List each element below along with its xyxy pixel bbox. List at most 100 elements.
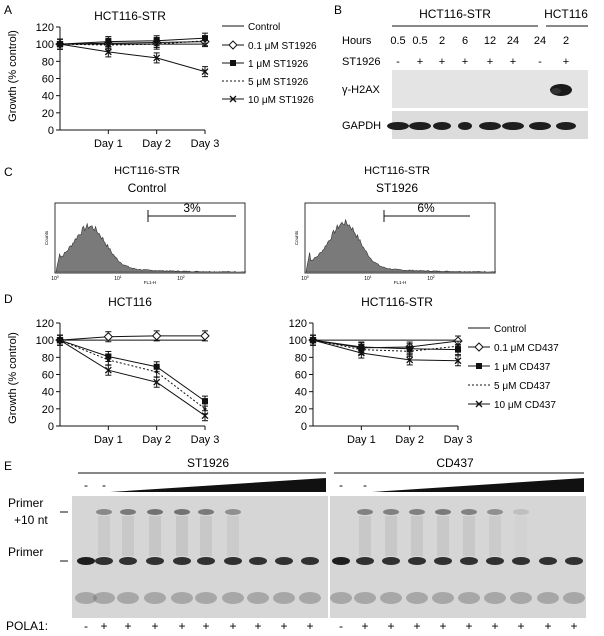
point-dot bbox=[155, 42, 159, 46]
gel-smear-cd-5 bbox=[463, 516, 475, 556]
gel-primer-band-st-6 bbox=[224, 557, 242, 565]
hist-xtick-right-1: 101 bbox=[364, 275, 372, 282]
panel-d-left-ticks: 0 20 40 60 80 100 120 Day 1 Day 2 Day 3 bbox=[36, 318, 220, 446]
gel-ext-band-st-6 bbox=[225, 509, 241, 515]
drug-lane-6: - bbox=[538, 56, 542, 68]
pola1-sign-5: + bbox=[202, 619, 209, 633]
panel-b-lane-labels: 0.5 0.5 2 6 12 24 24 2 - + + + + + - + bbox=[390, 35, 569, 68]
drug-lane-2: + bbox=[439, 56, 445, 68]
drug-lane-0: - bbox=[396, 56, 400, 68]
gel-primer-band-st-3 bbox=[146, 557, 164, 565]
point-dot bbox=[203, 39, 207, 43]
y-tick-label: 80 bbox=[42, 56, 54, 68]
y-tick-label: 80 bbox=[295, 352, 307, 364]
gel-bottom-band-cd-1 bbox=[354, 592, 376, 604]
pola1-sign-4: + bbox=[178, 619, 185, 633]
hours-lane-0: 0.5 bbox=[390, 35, 405, 47]
panel-e-minus-2a: - bbox=[339, 478, 343, 492]
panel-d-legend: Control 0.1 μM CD437 1 μM CD437 5 μM CD4… bbox=[468, 324, 559, 411]
gel-smear-cd-1 bbox=[359, 516, 371, 556]
gel-bottom-band-st-4 bbox=[171, 592, 193, 604]
primer-ext-label-1: Primer bbox=[8, 496, 43, 510]
gel-bottom-band-cd-5 bbox=[458, 592, 480, 604]
point-x bbox=[56, 40, 64, 48]
hours-lane-4: 12 bbox=[484, 35, 496, 47]
pola1-sign-14: + bbox=[439, 619, 446, 633]
gel-primer-band-st-1 bbox=[95, 557, 113, 565]
panel-d-right-title: HCT116-STR bbox=[361, 295, 433, 309]
gel-bottom-band-cd-2 bbox=[380, 592, 402, 604]
hours-lane-6: 24 bbox=[534, 35, 546, 47]
gel-bottom-band-cd-4 bbox=[432, 592, 454, 604]
hours-lane-1: 0.5 bbox=[412, 35, 427, 47]
gel-primer-band-cd-3 bbox=[408, 557, 426, 565]
y-tick-label: 20 bbox=[42, 404, 54, 416]
panel-a-title: HCT116-STR bbox=[94, 9, 166, 23]
gel-primer-band-cd-2 bbox=[382, 557, 400, 565]
legend-d-label-0: Control bbox=[494, 324, 526, 335]
gapdh-band-6 bbox=[529, 122, 551, 130]
gel-smear-cd-3 bbox=[411, 516, 423, 556]
point-diamond bbox=[103, 332, 114, 342]
hist-xlab-left: FL1-H bbox=[144, 280, 157, 285]
gel-smear-st-4 bbox=[176, 516, 188, 556]
gel-bottom-band-cd-3 bbox=[406, 592, 428, 604]
gel-primer-band-cd-4 bbox=[434, 557, 452, 565]
hist-xtick-left-1: 101 bbox=[114, 275, 122, 282]
point-dot bbox=[456, 344, 460, 348]
gapdh-band-4 bbox=[479, 122, 501, 130]
pola1-sign-16: + bbox=[491, 619, 498, 633]
pola1-sign-18: + bbox=[544, 619, 551, 633]
hist-xtick-left-2: 102 bbox=[177, 275, 185, 282]
panel-d-left-title: HCT116 bbox=[108, 295, 152, 309]
drug-lane-7: + bbox=[563, 56, 569, 68]
gapdh-band-3 bbox=[458, 122, 472, 130]
panel-e-minus-1a: - bbox=[84, 478, 88, 492]
gel-ext-band-st-3 bbox=[147, 509, 163, 515]
gel-bottom-band-st-7 bbox=[247, 592, 269, 604]
series-line-2 bbox=[59, 339, 206, 402]
gel-bottom-band-st-8 bbox=[273, 592, 295, 604]
drug-lane-3: + bbox=[462, 56, 468, 68]
panel-c-left-title2: Control bbox=[128, 181, 167, 195]
hist-ylab-right: Counts bbox=[294, 230, 299, 245]
pola1-sign-15: + bbox=[465, 619, 472, 633]
gel-ext-band-st-5 bbox=[198, 509, 214, 515]
y-tick-label: 0 bbox=[48, 125, 54, 137]
legend-d-marker-diamond bbox=[474, 342, 484, 352]
panel-e-minus-2b: - bbox=[363, 478, 367, 492]
panel-a-ylabel: Growth (% control) bbox=[7, 30, 19, 122]
gel-ext-band-cd-7 bbox=[513, 509, 529, 515]
gel-bottom-band-cd-6 bbox=[484, 592, 506, 604]
series-line-4 bbox=[59, 43, 206, 73]
panel-a-legend: Control 0.1 μM ST1926 1 μM ST1926 5 μM S… bbox=[222, 22, 317, 106]
gel-bottom-band-cd-0 bbox=[330, 592, 352, 604]
y-tick-label: 40 bbox=[42, 387, 54, 399]
hours-lane-2: 2 bbox=[439, 35, 445, 47]
x-tick-label: Day 1 bbox=[94, 138, 123, 150]
histogram-control: 3% Counts FL1-H 100 101 102 bbox=[44, 201, 247, 285]
pola1-label: POLA1: bbox=[6, 619, 48, 633]
y-tick-label: 120 bbox=[36, 318, 54, 330]
y-tick-label: 40 bbox=[42, 91, 54, 103]
gel-bottom-band-st-0 bbox=[75, 592, 97, 604]
panel-d-right-series bbox=[308, 334, 463, 367]
gel-primer-band-cd-8 bbox=[539, 557, 557, 565]
panel-d-right-axes bbox=[312, 323, 458, 427]
pola1-sign-10: - bbox=[339, 619, 343, 633]
y-tick-label: 40 bbox=[295, 387, 307, 399]
legend-a-label-3: 5 μM ST1926 bbox=[248, 77, 309, 88]
histogram-st1926-frame bbox=[304, 202, 496, 274]
hist-xtick-right-2: 102 bbox=[427, 275, 435, 282]
gel-primer-band-st-7 bbox=[249, 557, 267, 565]
gel-primer-band-st-5 bbox=[197, 557, 215, 565]
series-line-4 bbox=[312, 339, 459, 362]
legend-a-marker-diamond bbox=[228, 40, 238, 50]
legend-d-label-1: 0.1 μM CD437 bbox=[494, 343, 559, 354]
y-tick-label: 20 bbox=[295, 404, 307, 416]
pola1-signs: - + + + + + + + + + - + + + + + + + + + bbox=[84, 619, 578, 633]
panel-b-group-str: HCT116-STR bbox=[419, 7, 491, 21]
y-tick-label: 0 bbox=[301, 421, 307, 433]
legend-d-label-4: 10 μM CD437 bbox=[494, 400, 556, 411]
